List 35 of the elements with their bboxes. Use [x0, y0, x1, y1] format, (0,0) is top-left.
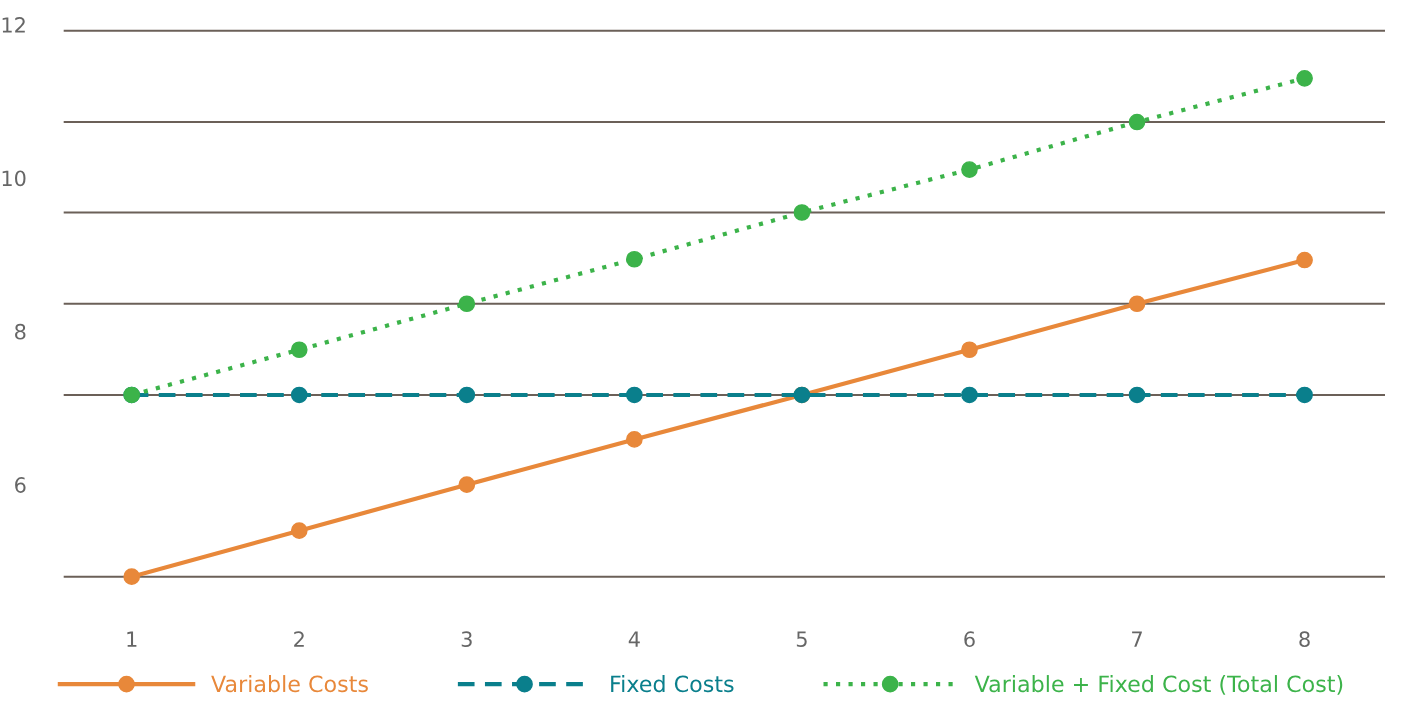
- x-tick-label: 8: [1299, 631, 1310, 648]
- text: Variable + Fixed Cost (Total Cost): [974, 675, 1343, 695]
- point: [626, 386, 643, 404]
- y-tick-label: 10: [2, 170, 26, 187]
- point: [961, 161, 978, 178]
- point: [290, 386, 308, 404]
- x-tick-label: 2: [294, 631, 304, 647]
- x-tick-label: 4: [628, 631, 640, 647]
- x-tick-label: 7: [1132, 631, 1142, 647]
- point: [1128, 295, 1146, 313]
- point: [290, 341, 308, 359]
- point: [458, 386, 476, 404]
- point: [626, 431, 643, 448]
- text: Variable Costs: [211, 675, 368, 693]
- point: [458, 476, 476, 494]
- point: [1128, 113, 1146, 131]
- point: [290, 522, 308, 540]
- y-tick-label: 12: [2, 17, 25, 33]
- point: [961, 386, 978, 404]
- text: Fixed Costs: [611, 675, 734, 693]
- x-tick-label: 5: [796, 631, 807, 648]
- y-tick-label: 6: [15, 477, 26, 493]
- point: [793, 204, 811, 221]
- point: [1128, 386, 1146, 404]
- point: [626, 250, 643, 268]
- point: [1296, 386, 1313, 404]
- point: [1296, 69, 1313, 87]
- point: [1296, 251, 1313, 269]
- point: [458, 295, 476, 313]
- point: [961, 341, 978, 359]
- x-tick-label: 3: [461, 631, 472, 648]
- x-tick-label: 6: [964, 631, 975, 648]
- x-tick-label: 1: [127, 631, 137, 647]
- point: [123, 568, 141, 586]
- y-tick-label: 8: [15, 323, 26, 340]
